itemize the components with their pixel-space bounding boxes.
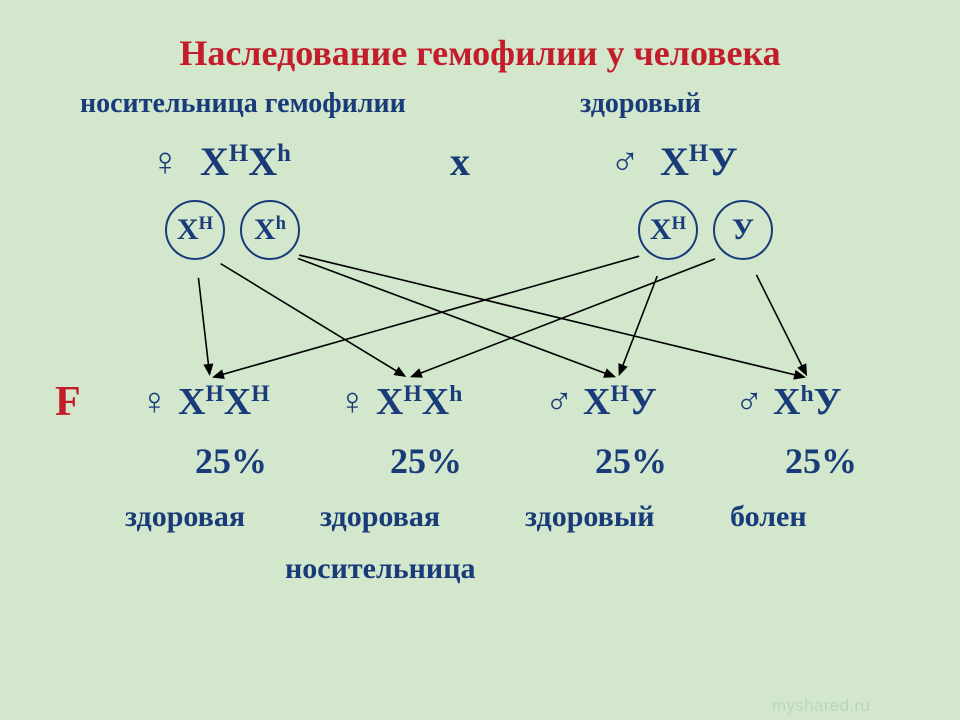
cross-symbol: х	[450, 138, 470, 185]
carrier-label: носительница	[285, 552, 476, 586]
percent-3: 25%	[595, 440, 667, 482]
offspring-2: ♀ ХНХh	[338, 380, 462, 424]
phenotype-4: болен	[730, 500, 807, 534]
offspring-4: ♂ ХhУ	[735, 380, 841, 424]
phenotype-1: здоровая	[125, 500, 245, 534]
percent-2: 25%	[390, 440, 462, 482]
offspring-3: ♂ ХНУ	[545, 380, 657, 424]
watermark: myshared.ru	[772, 696, 870, 716]
phenotype-3: здоровый	[525, 500, 655, 534]
parent-male-label: здоровый	[580, 88, 701, 120]
offspring-1: ♀ ХНХН	[140, 380, 270, 424]
parent-female-genotype: ♀ ХНХh	[150, 138, 291, 185]
percent-4: 25%	[785, 440, 857, 482]
gamete-1: ХН	[165, 200, 225, 260]
phenotype-2: здоровая	[320, 500, 440, 534]
gamete-3: ХН	[638, 200, 698, 260]
page-title: Наследование гемофилии у человека	[0, 32, 960, 74]
percent-1: 25%	[195, 440, 267, 482]
parent-female-label: носительница гемофилии	[80, 88, 406, 120]
f-label: F	[55, 378, 81, 426]
parent-male-genotype: ♂ ХНУ	[610, 138, 738, 185]
gamete-4: У	[713, 200, 773, 260]
gamete-2: Хh	[240, 200, 300, 260]
